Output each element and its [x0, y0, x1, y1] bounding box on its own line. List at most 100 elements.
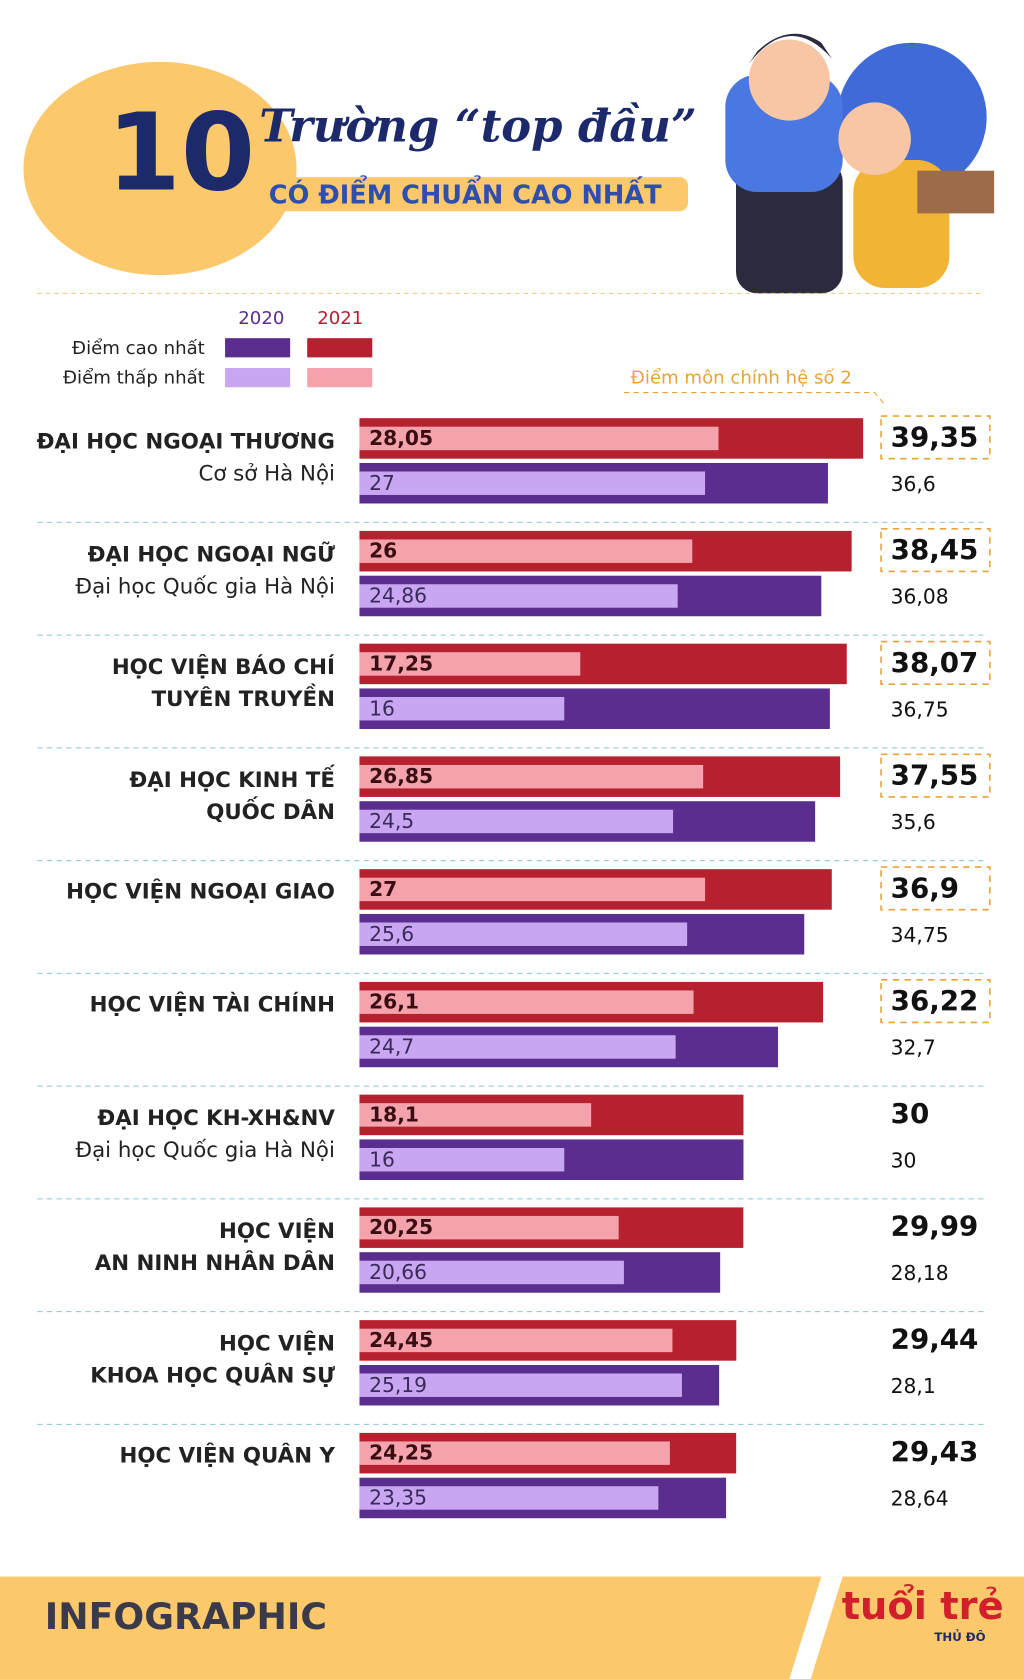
footer-label: INFOGRAPHIC [45, 1595, 327, 1638]
value-2020: 28,64 [891, 1487, 949, 1511]
bar-low [359, 922, 688, 946]
illustration [725, 33, 995, 294]
value-2020: 30 [891, 1148, 917, 1172]
bar-low-label: 18,1 [369, 1102, 419, 1126]
value-2020: 28,1 [891, 1374, 936, 1398]
bar-low-label: 25,19 [369, 1373, 427, 1397]
value-2021: 38,07 [891, 646, 979, 679]
bar-low-label: 16 [369, 696, 395, 720]
highlight-box [880, 527, 991, 573]
value-2021: 38,45 [891, 533, 979, 566]
bar-low [359, 1103, 592, 1127]
category-label: ĐẠI HỌC KINH TẾ [129, 764, 335, 793]
value-2020: 36,75 [891, 697, 949, 721]
footer-band [0, 1576, 1024, 1679]
bar-low-label: 26,85 [369, 764, 433, 788]
bar-low [359, 1147, 565, 1172]
category-label: HỌC VIỆN TÀI CHÍNH [90, 990, 335, 1017]
highlight-box [880, 753, 991, 798]
bar-low [359, 1486, 659, 1510]
bar-low-label: 23,35 [369, 1486, 427, 1510]
value-2021: 36,22 [891, 984, 979, 1017]
legend-year: 2021 [317, 308, 363, 329]
bar-low-label: 24,5 [369, 809, 414, 833]
category-label: HỌC VIỆN [219, 1217, 335, 1244]
bar-low [359, 426, 719, 451]
bar-low [359, 584, 678, 608]
bar-low-label: 28,05 [369, 426, 433, 450]
bar-low-label: 20,25 [369, 1215, 433, 1239]
bar-low [359, 764, 704, 789]
category-label: ĐẠI HỌC KH-XH&NV [97, 1106, 335, 1131]
header-title: Trường “top đầu” [259, 100, 697, 153]
bar-low [359, 1215, 619, 1240]
value-2020: 28,18 [891, 1261, 949, 1285]
bar-low [359, 1441, 670, 1465]
subtitle-band [256, 177, 688, 212]
category-label: QUỐC DÂN [206, 796, 335, 825]
value-2020: 35,6 [891, 810, 936, 834]
bar-low [359, 696, 565, 721]
value-2020: 36,6 [891, 472, 936, 496]
bar-low [359, 539, 693, 563]
highlight-box [880, 866, 991, 911]
legend-label: Điểm cao nhất [72, 338, 205, 359]
brand: tuổi trẻ [842, 1583, 1004, 1629]
footer-stripe [789, 1576, 843, 1679]
category-label: KHOA HỌC QUÂN SỰ [90, 1363, 335, 1389]
category-label: HỌC VIỆN NGOẠI GIAO [66, 878, 335, 905]
category-label: AN NINH NHÂN DÂN [95, 1250, 335, 1276]
category-label: ĐẠI HỌC NGOẠI NGỮ [88, 541, 336, 567]
bar-low [359, 652, 581, 676]
bar-low [359, 1373, 682, 1397]
bar-low [359, 990, 694, 1014]
header-blob [23, 61, 297, 276]
bar-low-label: 16 [369, 1147, 395, 1171]
bar-low-label: 24,86 [369, 584, 427, 608]
legend-swatch [225, 338, 291, 358]
highlight-box [880, 978, 991, 1024]
value-2021: 37,55 [891, 759, 979, 792]
bar-low-label: 26,1 [369, 990, 419, 1014]
category-label: ĐẠI HỌC NGOẠI THƯƠNG [37, 430, 335, 455]
value-2021: 39,35 [891, 420, 979, 453]
bar-low-label: 24,25 [369, 1441, 433, 1465]
bar-low-label: 24,45 [369, 1328, 433, 1352]
bar-low-label: 27 [369, 471, 395, 495]
bar-low-label: 26 [369, 539, 397, 563]
bar-low [359, 1328, 673, 1353]
bar-low-label: 27 [369, 877, 397, 901]
legend-swatch [307, 368, 373, 388]
value-2021: 29,99 [891, 1210, 979, 1243]
category-note: Đại học Quốc gia Hà Nội [76, 574, 335, 599]
bar-low [359, 1035, 676, 1059]
legend-year: 2020 [238, 308, 284, 329]
value-2020: 34,75 [891, 923, 949, 947]
value-2021: 29,44 [891, 1322, 979, 1355]
bar-low-label: 25,6 [369, 922, 414, 946]
category-label: HỌC VIỆN QUÂN Y [120, 1441, 336, 1468]
annotation: Điểm môn chính hệ số 2 [631, 368, 852, 389]
legend-swatch [307, 338, 373, 358]
value-2021: 30 [891, 1097, 930, 1130]
category-label: HỌC VIỆN BÁO CHÍ [112, 653, 335, 680]
category-note: Cơ sở Hà Nội [198, 462, 334, 487]
bar-low-label: 24,7 [369, 1035, 414, 1059]
bar-low-label: 17,25 [369, 651, 433, 675]
category-note: Đại học Quốc gia Hà Nội [76, 1138, 335, 1163]
value-2021: 36,9 [891, 871, 959, 904]
value-2021: 29,43 [891, 1435, 979, 1468]
bar-low [359, 1260, 624, 1285]
value-2020: 32,7 [891, 1036, 936, 1060]
bar-low [359, 809, 674, 834]
highlight-box [880, 640, 991, 685]
bar-low-label: 20,66 [369, 1260, 427, 1284]
legend-label: Điểm thấp nhất [63, 368, 205, 389]
category-label: TUYÊN TRUYỀN [152, 683, 335, 712]
bar-low [359, 471, 706, 495]
highlight-box [880, 415, 991, 460]
value-2020: 36,08 [891, 585, 949, 609]
brand-sub: THỦ ĐÔ [934, 1628, 985, 1644]
header-subtitle: CÓ ĐIỂM CHUẨN CAO NHẤT [269, 175, 662, 210]
header-number: 10 [107, 91, 255, 215]
